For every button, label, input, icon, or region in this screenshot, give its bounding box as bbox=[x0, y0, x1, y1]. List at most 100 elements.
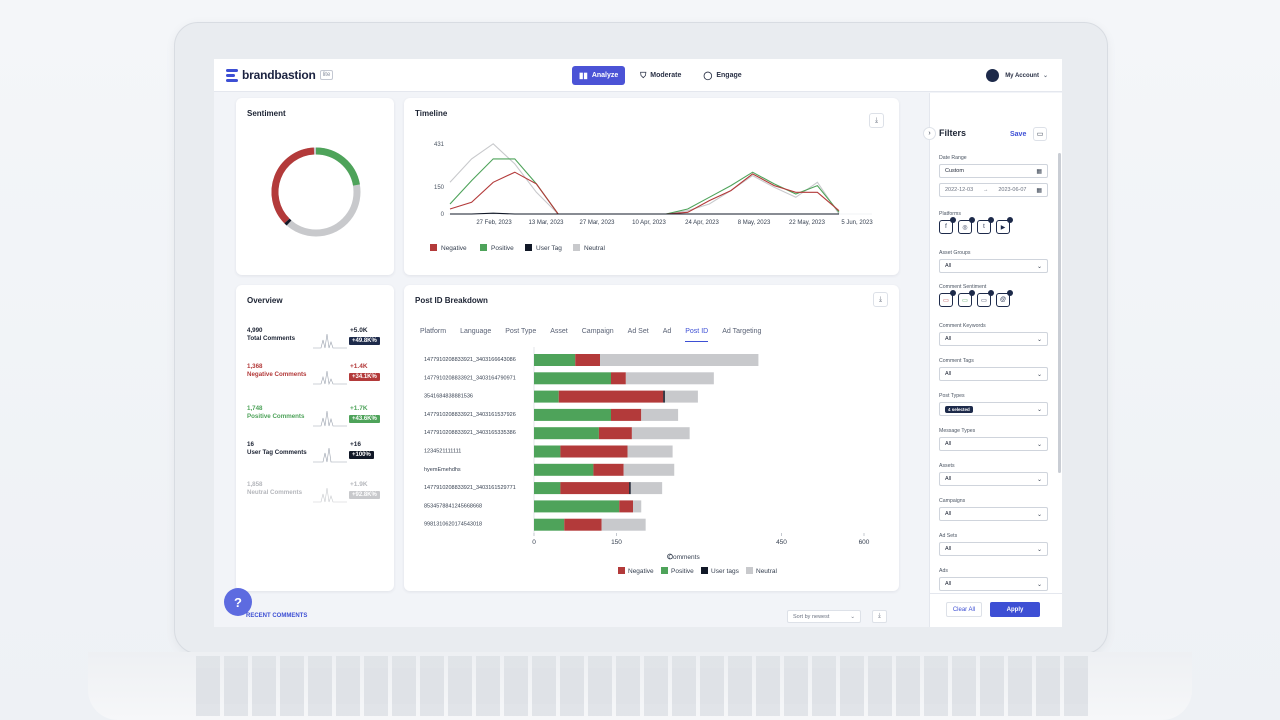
ad-sets-select[interactable]: All ⌄ bbox=[939, 542, 1048, 556]
positive-comment-icon[interactable]: ▭ bbox=[958, 290, 975, 307]
tab-ad[interactable]: Ad bbox=[662, 328, 672, 335]
bar-segment-negative[interactable] bbox=[560, 445, 628, 458]
nav-label: Moderate bbox=[650, 72, 682, 79]
bar-segment-positive[interactable] bbox=[534, 463, 594, 476]
sort-select[interactable]: Sort by newest ⌄ bbox=[787, 610, 861, 623]
timeline-series-user-tag[interactable] bbox=[450, 212, 839, 215]
bar-segment-neutral[interactable] bbox=[664, 390, 698, 403]
brand-logo[interactable]: brandbastion lite bbox=[226, 68, 334, 82]
clear-all-button[interactable]: Clear All bbox=[946, 602, 982, 617]
facebook-icon[interactable]: f bbox=[939, 217, 956, 234]
overview-row-neutral[interactable]: 1,858 Neutral Comments +1.9K +92.8K% bbox=[247, 481, 387, 511]
instagram-icon[interactable]: ◎ bbox=[958, 217, 975, 234]
folder-icon[interactable]: ▭ bbox=[1033, 127, 1047, 141]
comment-keywords-select[interactable]: All ⌄ bbox=[939, 332, 1048, 346]
overview-row-user-tag[interactable]: 16 User Tag Comments +16 +100% bbox=[247, 441, 387, 471]
bar-segment-neutral[interactable] bbox=[631, 427, 690, 440]
bar-segment-positive[interactable] bbox=[534, 482, 561, 495]
legend-label: User tags bbox=[711, 568, 740, 575]
bar-segment-positive[interactable] bbox=[534, 518, 565, 531]
overview-row-negative[interactable]: 1,368 Negative Comments +1.4K +34.1K% bbox=[247, 363, 387, 393]
tab-post-type[interactable]: Post Type bbox=[505, 328, 537, 335]
bar-segment-neutral[interactable] bbox=[641, 408, 679, 421]
bar-segment-negative[interactable] bbox=[598, 427, 632, 440]
timeline-series-positive[interactable] bbox=[449, 158, 840, 215]
message-types-label: Message Types bbox=[939, 428, 976, 434]
account-menu[interactable]: My Account ⌄ bbox=[986, 69, 1048, 82]
timeline-series-neutral[interactable] bbox=[449, 143, 840, 215]
date-range-inputs[interactable]: 2022-12-03 → 2023-06-07 ▦ bbox=[939, 183, 1048, 197]
save-filters-button[interactable]: Save bbox=[1010, 131, 1027, 138]
collapse-filters-button[interactable]: › bbox=[923, 127, 936, 140]
filters-scrollbar[interactable] bbox=[1058, 153, 1061, 473]
tab-asset[interactable]: Asset bbox=[550, 328, 568, 335]
download-icon[interactable]: ⤓ bbox=[872, 610, 887, 623]
bar-segment-neutral[interactable] bbox=[600, 354, 759, 366]
tab-ad-targeting[interactable]: Ad Targeting bbox=[722, 328, 762, 335]
sparkline bbox=[313, 333, 347, 349]
bar-segment-negative[interactable] bbox=[558, 390, 664, 403]
download-icon[interactable]: ⤓ bbox=[873, 292, 888, 307]
overview-name: Negative Comments bbox=[247, 371, 307, 378]
bar-segment-negative[interactable] bbox=[619, 500, 633, 513]
tab-campaign[interactable]: Campaign bbox=[581, 328, 614, 335]
bar-segment-positive[interactable] bbox=[534, 445, 561, 458]
app-screen: brandbastion lite ▮▮ Analyze ⛉ Moderate … bbox=[214, 59, 1062, 627]
bar-segment-negative[interactable] bbox=[575, 354, 600, 366]
date-from[interactable]: 2022-12-03 bbox=[945, 187, 974, 193]
comment-tags-select[interactable]: All ⌄ bbox=[939, 367, 1048, 381]
bar-segment-neutral[interactable] bbox=[623, 463, 675, 476]
youtube-icon[interactable]: ▶ bbox=[996, 217, 1013, 234]
campaigns-select[interactable]: All ⌄ bbox=[939, 507, 1048, 521]
ads-value: All bbox=[945, 581, 952, 587]
bar-segment-user-tags[interactable] bbox=[629, 482, 631, 495]
bar-segment-negative[interactable] bbox=[560, 482, 630, 495]
bar-chart-footer: Comments Negative Positive User tags Neu… bbox=[618, 553, 778, 575]
date-to[interactable]: 2023-06-07 bbox=[998, 187, 1027, 193]
bar-segment-negative[interactable] bbox=[564, 518, 602, 531]
apply-button[interactable]: Apply bbox=[990, 602, 1040, 617]
user-tag-icon[interactable]: @ bbox=[996, 290, 1013, 307]
bar-segment-positive[interactable] bbox=[534, 427, 599, 440]
bar-segment-positive[interactable] bbox=[534, 372, 611, 385]
twitter-icon[interactable]: t bbox=[977, 217, 994, 234]
tab-post-id[interactable]: Post ID bbox=[685, 328, 709, 342]
tab-language[interactable]: Language bbox=[460, 328, 492, 335]
overview-row-total[interactable]: 4,990 Total Comments +5.0K +49.8K% bbox=[247, 327, 387, 357]
bar-segment-neutral[interactable] bbox=[601, 518, 646, 531]
asset-groups-select[interactable]: All ⌄ bbox=[939, 259, 1048, 273]
neutral-comment-icon[interactable]: ▭ bbox=[977, 290, 994, 307]
bar-segment-neutral[interactable] bbox=[630, 482, 663, 495]
assets-select[interactable]: All ⌄ bbox=[939, 472, 1048, 486]
timeline-series-negative[interactable] bbox=[449, 171, 840, 215]
help-button[interactable]: ? bbox=[224, 588, 252, 616]
message-types-select[interactable]: All ⌄ bbox=[939, 437, 1048, 451]
bar-segment-positive[interactable] bbox=[534, 500, 620, 513]
bar-segment-negative[interactable] bbox=[611, 408, 642, 421]
ads-select[interactable]: All ⌄ bbox=[939, 577, 1048, 591]
bar-segment-positive[interactable] bbox=[534, 408, 611, 421]
post-types-select[interactable]: 4 selected ⌄ bbox=[939, 402, 1048, 416]
bar-segment-negative[interactable] bbox=[593, 463, 624, 476]
nav-analyze[interactable]: ▮▮ Analyze bbox=[572, 66, 626, 85]
tab-platform[interactable]: Platform bbox=[420, 328, 447, 335]
nav-engage[interactable]: ◯ Engage bbox=[696, 66, 748, 85]
nav-moderate[interactable]: ⛉ Moderate bbox=[633, 66, 688, 85]
download-icon[interactable]: ⤓ bbox=[869, 113, 884, 128]
selected-dot bbox=[950, 217, 956, 223]
legend-swatch-positive bbox=[480, 244, 487, 251]
bar-segment-negative[interactable] bbox=[611, 372, 626, 385]
overview-row-positive[interactable]: 1,748 Positive Comments +1.7K +43.6K% bbox=[247, 405, 387, 435]
bar-segment-positive[interactable] bbox=[534, 390, 559, 403]
bar-segment-positive[interactable] bbox=[534, 354, 576, 366]
keyboard-row bbox=[196, 680, 1090, 716]
bar-segment-neutral[interactable] bbox=[625, 372, 714, 385]
bar-segment-neutral[interactable] bbox=[633, 500, 642, 513]
date-range-select[interactable]: Custom ▦ bbox=[939, 164, 1048, 178]
tab-ad-set[interactable]: Ad Set bbox=[627, 328, 649, 335]
bar-segment-user-tags[interactable] bbox=[663, 390, 665, 403]
negative-comment-icon[interactable]: ▭ bbox=[939, 290, 956, 307]
y-tick-label: 431 bbox=[434, 142, 445, 148]
bar-segment-neutral[interactable] bbox=[627, 445, 673, 458]
assets-label: Assets bbox=[939, 463, 955, 469]
